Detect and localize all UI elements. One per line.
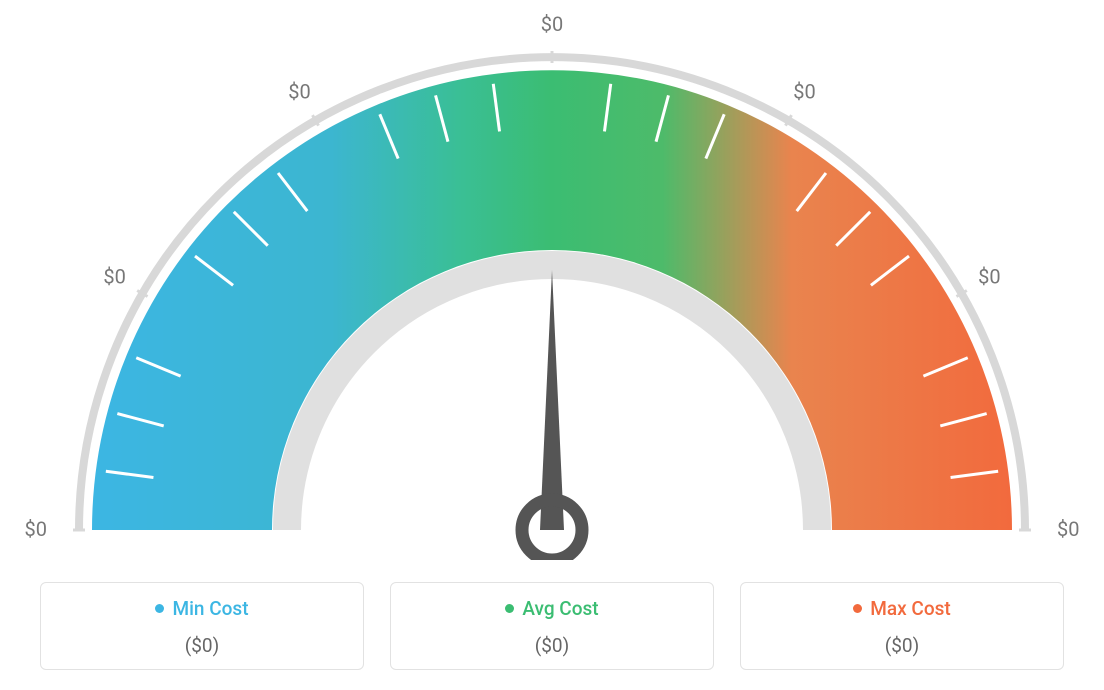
legend-card-min: Min Cost ($0) xyxy=(40,582,364,670)
legend-row: Min Cost ($0) Avg Cost ($0) Max Cost ($0… xyxy=(40,582,1064,670)
legend-value-avg: ($0) xyxy=(401,634,703,657)
cost-gauge-container: $0 $0 $0 $0 $0 $0 $0 Min Cost ($0) Avg Cost ($… xyxy=(0,0,1104,690)
svg-text:$0: $0 xyxy=(541,12,563,36)
legend-value-min: ($0) xyxy=(51,634,353,657)
legend-dot-avg xyxy=(505,604,514,613)
legend-dot-max xyxy=(853,604,862,613)
svg-text:$0: $0 xyxy=(793,80,815,104)
svg-text:$0: $0 xyxy=(103,265,125,289)
svg-text:$0: $0 xyxy=(288,80,310,104)
svg-text:$0: $0 xyxy=(1057,517,1079,541)
legend-dot-min xyxy=(155,604,164,613)
svg-text:$0: $0 xyxy=(978,265,1000,289)
legend-label-min: Min Cost xyxy=(172,597,248,620)
legend-title-avg: Avg Cost xyxy=(505,597,598,620)
svg-text:$0: $0 xyxy=(25,517,47,541)
legend-label-avg: Avg Cost xyxy=(522,597,598,620)
legend-title-min: Min Cost xyxy=(155,597,248,620)
legend-title-max: Max Cost xyxy=(853,597,950,620)
gauge-chart: $0 $0 $0 $0 $0 $0 $0 xyxy=(0,0,1104,560)
legend-card-avg: Avg Cost ($0) xyxy=(390,582,714,670)
legend-value-max: ($0) xyxy=(751,634,1053,657)
legend-label-max: Max Cost xyxy=(870,597,950,620)
gauge-svg: $0 $0 $0 $0 $0 $0 $0 xyxy=(0,0,1104,560)
legend-card-max: Max Cost ($0) xyxy=(740,582,1064,670)
